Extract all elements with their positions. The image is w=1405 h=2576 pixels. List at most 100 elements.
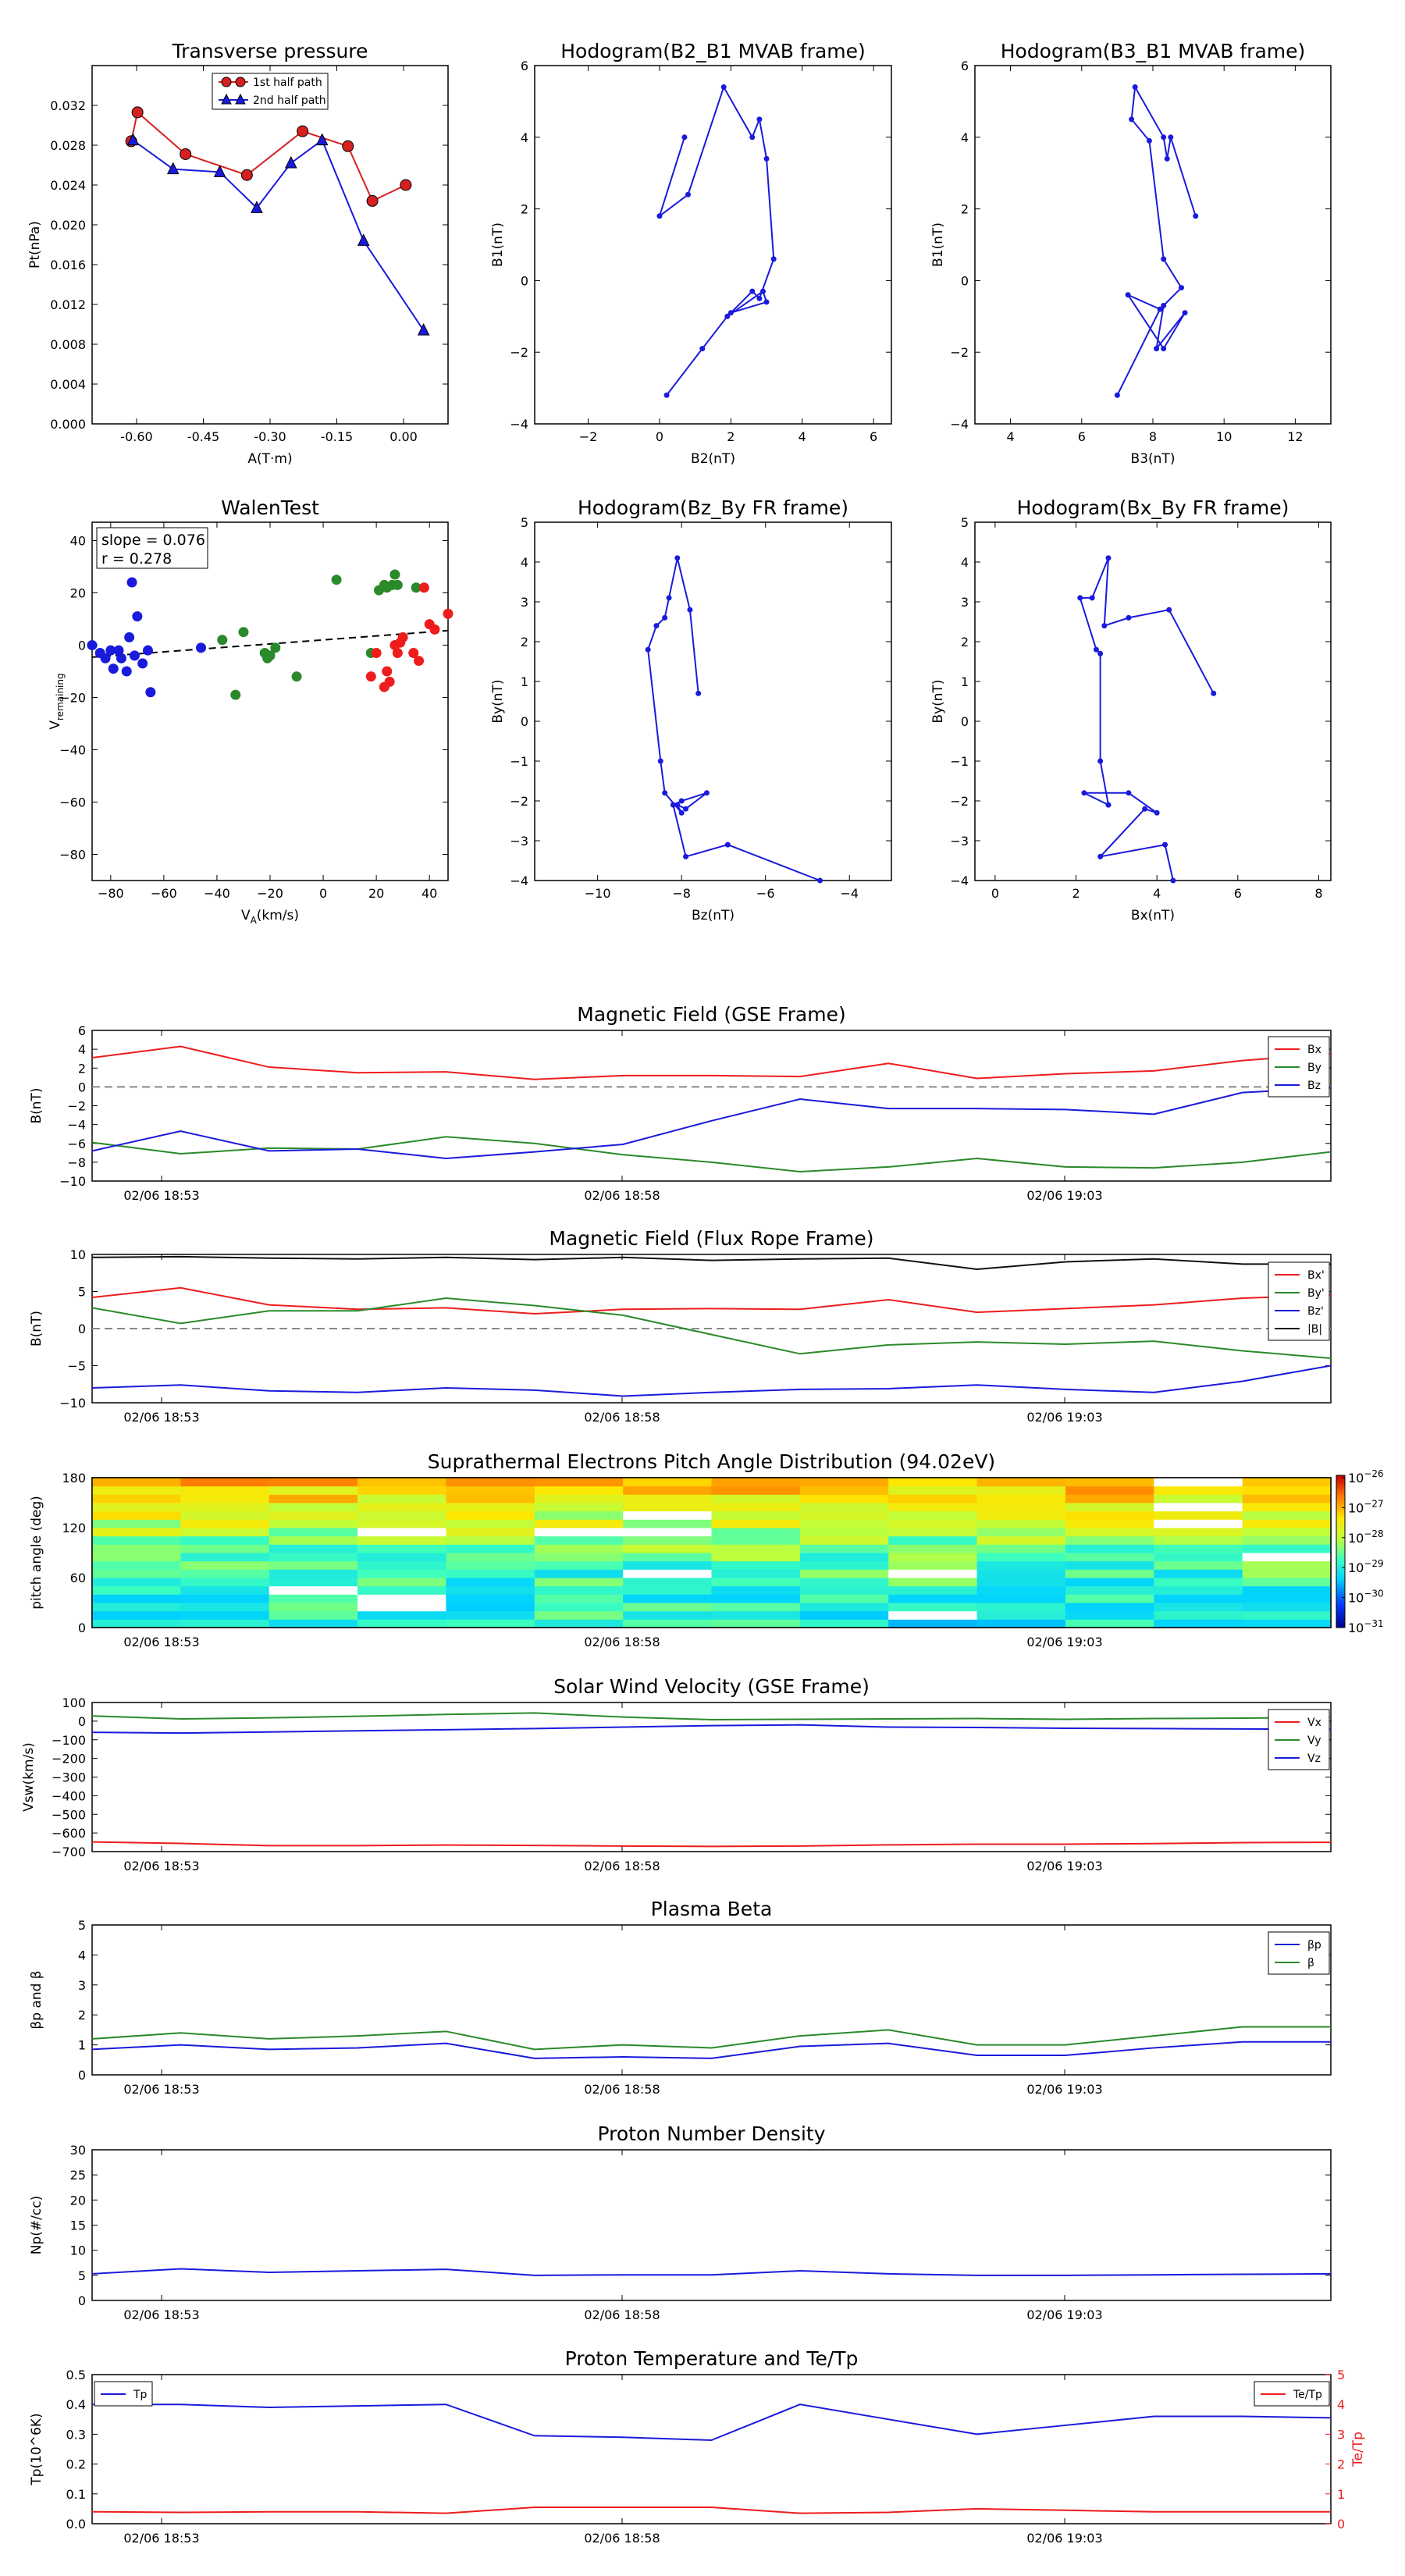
- data-point: [657, 758, 663, 764]
- heatmap-cell: [623, 1478, 712, 1487]
- data-point: [105, 645, 116, 656]
- heatmap-cell: [976, 1585, 1066, 1595]
- y-right-tick-label: 1: [1337, 2487, 1345, 2502]
- heatmap-cell: [92, 1535, 181, 1545]
- x-tick-label: 8: [1149, 429, 1157, 444]
- heatmap-cell: [92, 1569, 181, 1578]
- heatmap-cell: [976, 1569, 1066, 1578]
- legend-label: By: [1307, 1062, 1321, 1074]
- heatmap-cell: [92, 1519, 181, 1528]
- y-tick-label: 4: [78, 1042, 86, 1057]
- heatmap-cell: [976, 1603, 1066, 1612]
- legend-box: [212, 73, 329, 110]
- heatmap-cell: [92, 1585, 181, 1595]
- data-point: [126, 133, 140, 146]
- x-tick-label: 2: [1072, 886, 1080, 901]
- data-point: [724, 313, 731, 319]
- data-point: [411, 582, 422, 593]
- heatmap-cell: [446, 1528, 535, 1537]
- heatmap-cell: [357, 1544, 446, 1553]
- y-tick-label: 0.008: [50, 337, 86, 352]
- data-point: [756, 116, 763, 123]
- colorbar-label: 10−30: [1348, 1589, 1384, 1606]
- x-tick-label: −6: [756, 886, 775, 901]
- heatmap-cell: [711, 1528, 801, 1537]
- heatmap-cell: [92, 1544, 181, 1553]
- x-tick-label: −2: [579, 429, 598, 444]
- heatmap-cell: [799, 1603, 889, 1612]
- heatmap-cell: [888, 1578, 978, 1587]
- heatmap-cell: [357, 1578, 446, 1587]
- heatmap-cell: [888, 1485, 978, 1495]
- x-tick-label: 2: [727, 429, 735, 444]
- heatmap-cell: [799, 1519, 889, 1528]
- data-point: [331, 575, 342, 585]
- x-tick-label: 4: [799, 429, 806, 444]
- x-tick-label: 12: [1287, 429, 1303, 444]
- data-point: [389, 569, 400, 580]
- y-tick-label: 25: [70, 2168, 86, 2183]
- heatmap-cell: [623, 1569, 712, 1578]
- heatmap-cell: [1242, 1585, 1332, 1595]
- x-tick-label: 02/06 18:58: [584, 1635, 660, 1649]
- y-axis-label: pitch angle (deg): [29, 1496, 44, 1610]
- y-tick-label: 6: [78, 1023, 86, 1038]
- y-tick-label: 0: [961, 714, 969, 729]
- heatmap-cell: [888, 1535, 978, 1545]
- plot-frame: [91, 1924, 1332, 2076]
- heatmap-cell: [180, 1560, 270, 1570]
- heatmap-cell: [446, 1610, 535, 1620]
- y-tick-label: 0.024: [50, 178, 86, 193]
- y-tick-label: −10: [59, 1174, 86, 1189]
- heatmap-cell: [180, 1485, 270, 1495]
- colorbar-label: 10−28: [1348, 1528, 1384, 1546]
- heatmap-cell: [976, 1619, 1066, 1628]
- data-point: [1170, 877, 1176, 884]
- x-tick-label: 0: [656, 429, 663, 444]
- y-tick-label: −400: [52, 1788, 86, 1803]
- heatmap-cell: [180, 1535, 270, 1545]
- y-tick-label: 180: [62, 1471, 86, 1485]
- heatmap-cell: [534, 1544, 624, 1553]
- y-tick-label: −700: [52, 1845, 86, 1859]
- y-tick-label: −2: [67, 1099, 86, 1114]
- data-point: [674, 802, 681, 808]
- y-tick-label: 0.0: [66, 2517, 86, 2532]
- chart-title: Solar Wind Velocity (GSE Frame): [553, 1675, 870, 1698]
- heatmap-cell: [269, 1494, 358, 1503]
- heatmap-cell: [180, 1528, 270, 1537]
- y-tick-label: −3: [950, 834, 969, 849]
- heatmap-cell: [92, 1619, 181, 1628]
- heatmap-cell: [92, 1503, 181, 1512]
- y-tick-label: 60: [70, 1571, 86, 1585]
- data-point: [1178, 285, 1184, 291]
- data-point: [213, 165, 226, 177]
- series-line: [91, 1712, 1332, 1720]
- y-tick-label: −1: [950, 754, 969, 769]
- heatmap-cell: [1242, 1528, 1332, 1537]
- data-point: [392, 579, 403, 590]
- heatmap-cell: [1242, 1535, 1332, 1545]
- x-tick-label: 02/06 19:03: [1026, 1188, 1102, 1203]
- data-point: [1166, 607, 1172, 613]
- data-point: [297, 125, 309, 137]
- heatmap-cell: [357, 1560, 446, 1570]
- series-line: [91, 2026, 1331, 2051]
- series-line: [91, 1255, 1331, 1271]
- heatmap-cell: [623, 1594, 712, 1603]
- heatmap-cell: [534, 1519, 624, 1528]
- data-point: [145, 687, 156, 698]
- heatmap-cell: [446, 1519, 535, 1528]
- legend-label: 1st half path: [253, 76, 322, 89]
- heatmap-cell: [269, 1503, 358, 1512]
- heatmap-cell: [623, 1560, 712, 1570]
- heatmap-cell: [1242, 1485, 1332, 1495]
- heatmap-cell: [623, 1553, 712, 1562]
- y-tick-label: −1: [510, 754, 528, 769]
- heatmap-cell: [357, 1519, 446, 1528]
- heatmap-cell: [623, 1578, 712, 1587]
- heatmap-cell: [357, 1510, 446, 1520]
- heatmap-cell: [180, 1503, 270, 1512]
- heatmap-cell: [357, 1553, 446, 1562]
- x-tick-label: 02/06 18:58: [584, 1410, 660, 1425]
